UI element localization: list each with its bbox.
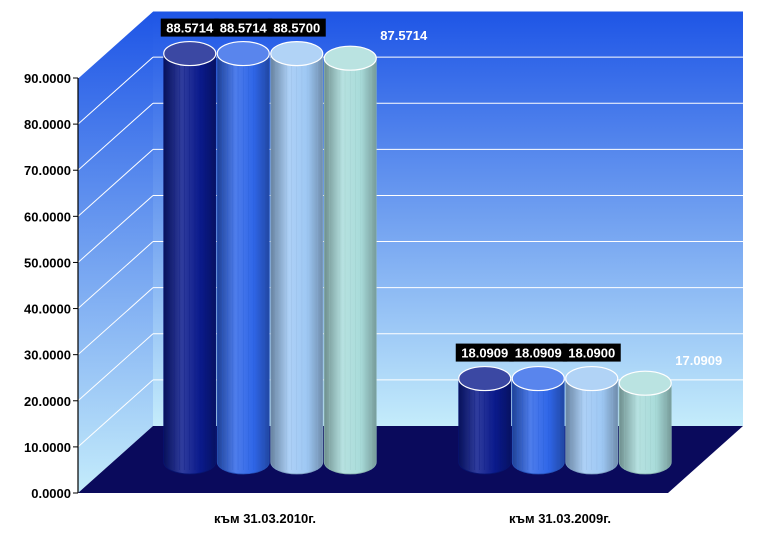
bar-2-4: 17.0909	[618, 353, 722, 475]
bar-top	[565, 365, 619, 392]
bar-top	[618, 370, 672, 396]
gridline-side	[77, 10, 154, 79]
data-label: 88.5700	[273, 21, 320, 36]
bar-1-2: 88.5714	[214, 18, 273, 475]
bar-top	[216, 40, 270, 67]
bar-top	[511, 365, 565, 392]
bar-1-1: 88.5714	[160, 18, 219, 475]
gridline-side	[77, 333, 154, 402]
bar-top	[270, 40, 324, 67]
data-label: 18.0909	[461, 346, 508, 361]
y-tick-label: 10.0000	[24, 440, 71, 455]
gridline-side	[77, 56, 154, 125]
data-label-box	[509, 343, 568, 362]
bar-top	[163, 40, 217, 67]
side-wall	[78, 11, 153, 493]
y-tick-label: 70.0000	[24, 163, 71, 178]
y-tick-label: 90.0000	[24, 71, 71, 86]
bar-2-2: 18.0909	[509, 343, 568, 475]
gridline-side	[77, 102, 154, 171]
data-label: 18.0900	[568, 346, 615, 361]
data-label: 17.0909	[675, 353, 722, 368]
gridline-side	[77, 148, 154, 217]
gridline-side	[77, 195, 154, 263]
bar-2-3: 18.0900	[562, 343, 621, 475]
y-tick-label: 40.0000	[24, 302, 71, 317]
data-label: 88.5714	[220, 21, 268, 36]
data-label-box	[160, 18, 219, 37]
gridline-side	[77, 287, 154, 356]
y-tick-label: 80.0000	[24, 117, 71, 132]
data-label-box	[214, 18, 273, 37]
bar-1-4: 87.5714	[323, 28, 428, 475]
y-tick-label: 50.0000	[24, 255, 71, 270]
category-label: към 31.03.2009г.	[509, 511, 611, 526]
bar-1-3: 88.5700	[267, 18, 326, 475]
data-label: 18.0909	[515, 346, 562, 361]
y-tick-label: 30.0000	[24, 348, 71, 363]
gridline-side	[77, 241, 154, 309]
data-label-box	[455, 343, 514, 362]
y-tick-label: 60.0000	[24, 209, 71, 224]
gridline-side	[77, 379, 154, 448]
category-label: към 31.03.2010г.	[214, 511, 316, 526]
bar-top	[458, 365, 512, 392]
bar-top	[323, 45, 377, 71]
bar-2-1: 18.0909	[455, 343, 514, 475]
data-label: 88.5714	[166, 21, 214, 36]
data-label-box	[267, 18, 326, 37]
data-label: 87.5714	[380, 28, 428, 43]
y-tick-label: 20.0000	[24, 394, 71, 409]
data-label-box	[562, 343, 621, 362]
y-tick-label: 0.0000	[31, 486, 71, 501]
